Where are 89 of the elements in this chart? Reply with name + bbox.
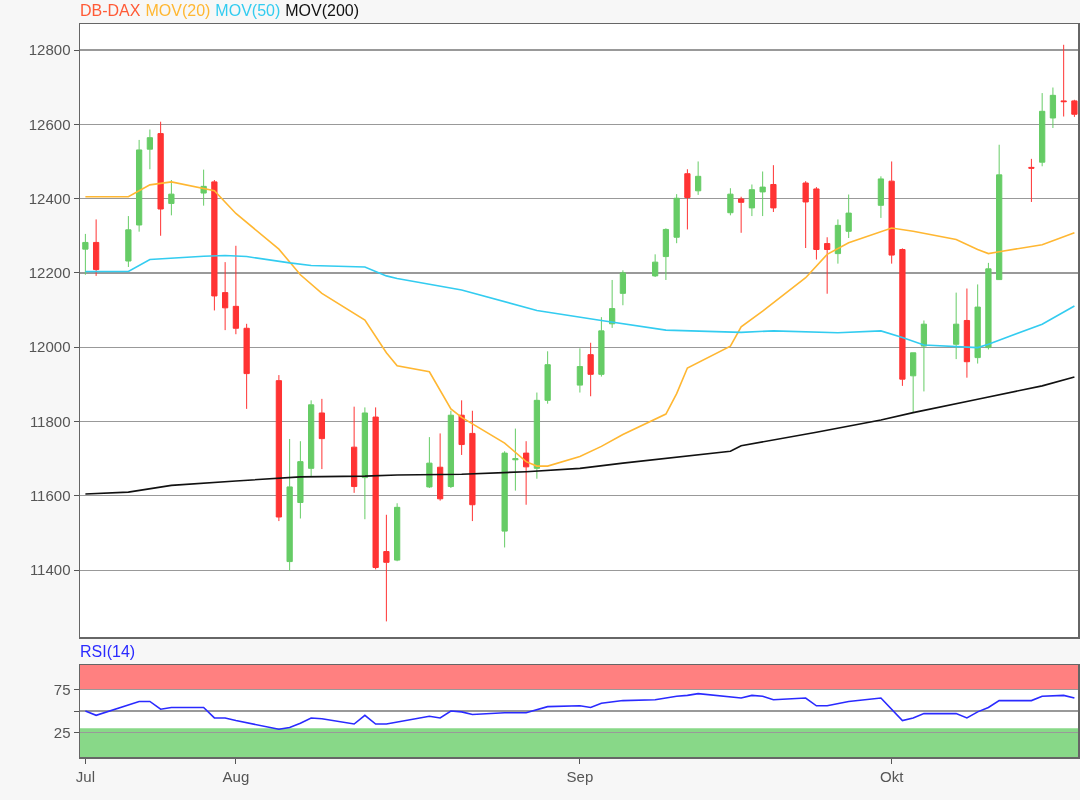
candlestick bbox=[587, 342, 594, 397]
candlestick bbox=[447, 410, 455, 489]
candlestick bbox=[125, 215, 132, 268]
candlestick bbox=[888, 160, 895, 265]
candlestick bbox=[813, 186, 820, 261]
candlestick bbox=[383, 514, 390, 622]
candlestick bbox=[1028, 158, 1035, 203]
candlestick bbox=[1049, 87, 1057, 129]
candlestick bbox=[318, 398, 326, 470]
candlestick bbox=[351, 406, 358, 494]
candlestick bbox=[135, 139, 143, 233]
candlestick bbox=[695, 160, 702, 196]
candlestick bbox=[222, 261, 229, 331]
candlestick bbox=[996, 144, 1003, 281]
candlestick bbox=[243, 323, 250, 410]
x-tick-label: Jul bbox=[75, 767, 95, 785]
candlestick bbox=[297, 440, 304, 519]
line-series bbox=[84, 181, 1076, 467]
candlestick bbox=[1071, 99, 1078, 118]
candlestick bbox=[426, 436, 433, 489]
candlestick bbox=[501, 450, 508, 548]
candlestick bbox=[1060, 44, 1067, 118]
candlestick bbox=[168, 179, 175, 216]
candlestick bbox=[985, 262, 992, 350]
candlestick bbox=[372, 406, 379, 570]
candlestick bbox=[748, 183, 756, 217]
y-tick-label: 25 bbox=[53, 723, 71, 741]
candlestick bbox=[469, 410, 476, 522]
candlestick bbox=[437, 432, 444, 502]
text: RSI(14) bbox=[80, 643, 136, 660]
candlestick bbox=[394, 502, 401, 562]
candlestick bbox=[877, 175, 885, 219]
candlestick bbox=[845, 194, 852, 239]
candlestick bbox=[458, 399, 465, 456]
y-tick-label: 12200 bbox=[28, 264, 71, 282]
text: DB-DAX bbox=[80, 2, 141, 19]
candlestick bbox=[684, 168, 691, 230]
text: MOV(200) bbox=[285, 2, 360, 19]
candlestick bbox=[544, 350, 551, 405]
x-tick-label: Aug bbox=[222, 767, 250, 785]
line-series bbox=[84, 376, 1076, 495]
y-tick-label: 12800 bbox=[28, 41, 71, 59]
y-tick-label: 75 bbox=[53, 680, 71, 698]
candlestick bbox=[770, 164, 777, 213]
candlestick bbox=[523, 440, 530, 506]
candlestick bbox=[576, 347, 584, 394]
candlestick bbox=[673, 193, 680, 244]
y-tick-label: 11400 bbox=[29, 561, 71, 579]
y-tick-label: 12400 bbox=[28, 189, 71, 207]
candlestick bbox=[512, 428, 519, 492]
candlestick bbox=[146, 129, 154, 170]
candlestick bbox=[662, 227, 670, 281]
candlestick bbox=[652, 253, 659, 278]
candlestick bbox=[1039, 92, 1046, 167]
candlestick bbox=[308, 399, 315, 477]
line-series bbox=[84, 692, 1076, 731]
candlestick bbox=[533, 392, 541, 480]
y-tick-label: 11600 bbox=[29, 487, 71, 505]
candlestick bbox=[598, 316, 605, 378]
text: MOV(50) bbox=[215, 2, 281, 19]
candlestick bbox=[232, 245, 240, 335]
x-tick-label: Okt bbox=[879, 767, 905, 785]
candlestick bbox=[920, 319, 928, 392]
candlestick bbox=[910, 352, 917, 414]
candlestick bbox=[899, 247, 906, 387]
candlestick bbox=[361, 406, 369, 520]
candlestick bbox=[211, 179, 218, 311]
y-tick-label: 11800 bbox=[29, 412, 71, 430]
candlestick bbox=[953, 292, 960, 360]
candlestick bbox=[82, 233, 89, 276]
candlestick bbox=[275, 374, 283, 522]
y-tick-label: 12000 bbox=[28, 338, 71, 356]
y-tick-label: 12600 bbox=[28, 115, 71, 133]
line-series bbox=[84, 254, 1076, 349]
candlestick bbox=[727, 187, 734, 216]
candlestick bbox=[802, 180, 809, 249]
candlestick bbox=[157, 121, 164, 237]
candlestick bbox=[974, 283, 981, 365]
candlestick bbox=[759, 170, 766, 217]
candlestick bbox=[286, 438, 293, 571]
candlestick bbox=[92, 218, 100, 277]
candlestick bbox=[609, 279, 616, 329]
x-tick-label: Sep bbox=[566, 767, 594, 785]
candlestick bbox=[619, 269, 627, 306]
candlestick bbox=[834, 218, 842, 265]
candlestick bbox=[824, 236, 831, 295]
candlestick bbox=[963, 288, 971, 379]
text: MOV(20) bbox=[145, 2, 211, 19]
candlestick bbox=[738, 196, 745, 234]
